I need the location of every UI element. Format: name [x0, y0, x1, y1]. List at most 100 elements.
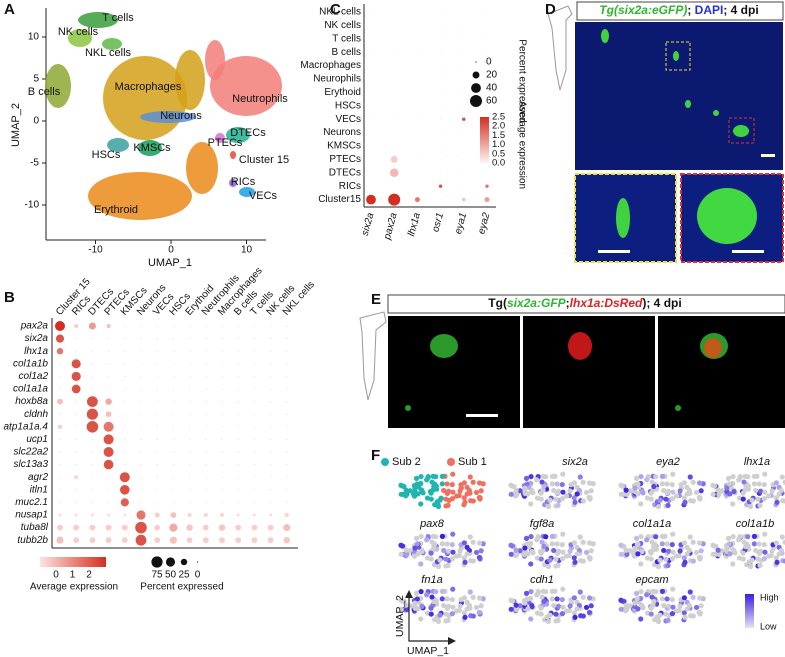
cell — [618, 542, 624, 548]
cell — [403, 602, 409, 608]
cell — [529, 548, 535, 555]
dot — [75, 451, 77, 453]
legend-tick-label: 2.0 — [492, 121, 505, 132]
cell — [443, 556, 449, 562]
cell — [751, 473, 758, 479]
cell — [513, 547, 519, 553]
cell — [435, 563, 442, 570]
panel-title: Tg(six2a:GFP;lhx1a:DsRed); 4 dpi — [488, 296, 681, 310]
dot — [54, 320, 66, 332]
micrograph — [388, 316, 520, 428]
dot — [221, 338, 223, 340]
cluster-label: B cells — [28, 86, 61, 98]
cell — [551, 602, 557, 609]
cell — [669, 496, 676, 502]
cell — [710, 551, 716, 557]
dot — [366, 194, 376, 205]
dot — [253, 476, 255, 478]
micrograph — [575, 22, 783, 170]
cell — [574, 491, 580, 497]
cell — [449, 596, 455, 603]
cell — [419, 603, 425, 610]
gene-title: epcam — [635, 574, 668, 586]
dot — [417, 25, 418, 26]
dot — [221, 401, 223, 403]
dot — [71, 384, 81, 394]
dot — [417, 38, 418, 40]
cell — [559, 496, 566, 502]
cluster-label: NKL cells — [85, 47, 132, 59]
cell — [555, 562, 561, 568]
cell — [655, 503, 662, 510]
dot — [156, 325, 158, 327]
dot — [253, 501, 255, 503]
gene-title: fn1a — [421, 574, 442, 586]
cell — [407, 548, 413, 554]
legend-tick-label: 0 — [195, 570, 201, 581]
dot — [438, 184, 443, 188]
dot — [135, 534, 147, 546]
dot — [286, 401, 288, 403]
dot — [253, 338, 255, 340]
cell — [588, 488, 594, 494]
cell — [571, 480, 577, 486]
x-axis-title: UMAP_1 — [148, 257, 192, 269]
dot — [393, 118, 395, 120]
cell — [571, 595, 577, 601]
dot — [417, 185, 418, 187]
cell — [549, 596, 555, 602]
dot — [237, 489, 239, 491]
title-box — [387, 294, 785, 314]
cell — [690, 498, 696, 504]
cell — [554, 541, 560, 547]
cell — [698, 603, 704, 609]
legend-dot — [470, 95, 482, 107]
cell — [398, 551, 404, 557]
cell — [677, 488, 683, 494]
cell — [586, 540, 593, 546]
dot — [440, 159, 441, 160]
title-part: lhx1a:DsRed — [570, 296, 643, 310]
dot — [205, 401, 207, 403]
row-label: NK cells — [324, 20, 361, 31]
dot — [108, 363, 110, 365]
cell — [449, 496, 456, 502]
cell — [508, 482, 514, 488]
cell — [670, 531, 676, 537]
dot — [253, 426, 255, 428]
legend-tick-label: 0.5 — [492, 148, 505, 159]
cell — [649, 479, 655, 485]
cell — [564, 608, 570, 614]
micrograph — [658, 316, 785, 428]
cell — [571, 540, 577, 546]
cell — [415, 606, 421, 612]
title-part: six2a:GFP — [507, 296, 567, 310]
cell — [682, 614, 688, 620]
cell — [665, 562, 671, 568]
dot — [57, 398, 63, 405]
dot — [237, 451, 239, 453]
cell — [428, 556, 434, 562]
cell — [651, 598, 657, 605]
cell — [639, 603, 645, 610]
title-part: DAPI — [695, 3, 724, 17]
legend-tick-label: 0 — [53, 570, 59, 581]
legend-title: Average expression — [30, 582, 118, 593]
dot — [237, 350, 239, 352]
legend-label: Sub 2 — [392, 456, 421, 468]
cell — [736, 537, 742, 543]
axis-arrow — [408, 594, 452, 642]
dot — [389, 168, 399, 178]
dot — [107, 513, 111, 517]
cell — [470, 539, 476, 545]
cell — [528, 533, 534, 540]
dot — [370, 132, 372, 134]
dot — [253, 325, 255, 327]
dot — [393, 38, 395, 40]
gene-label: eya1 — [453, 212, 469, 236]
dot — [393, 51, 395, 53]
cell — [696, 480, 703, 486]
cell — [657, 497, 663, 503]
cell — [555, 488, 562, 494]
